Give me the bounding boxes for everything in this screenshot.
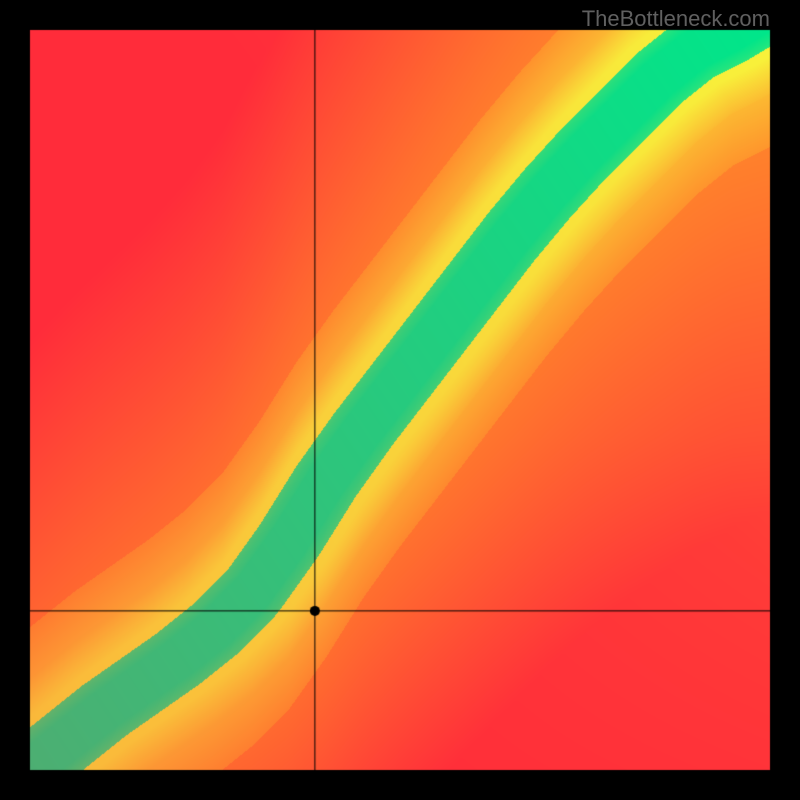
watermark-text: TheBottleneck.com — [582, 6, 770, 32]
chart-container: TheBottleneck.com — [0, 0, 800, 800]
heatmap-canvas — [0, 0, 800, 800]
